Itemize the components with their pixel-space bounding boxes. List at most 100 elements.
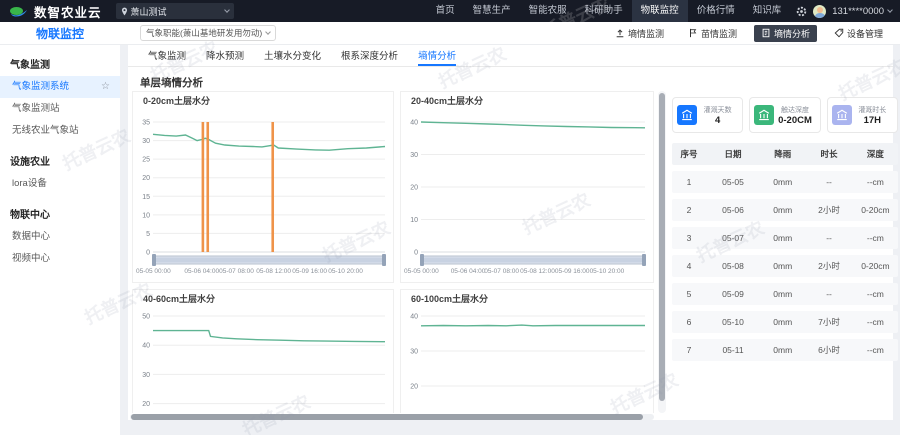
tab-3[interactable]: 土壤水分变化 bbox=[264, 50, 322, 62]
action-button-2[interactable]: 苗情监测 bbox=[681, 25, 744, 42]
tab-2[interactable]: 降水预测 bbox=[206, 50, 245, 62]
sidebar-item-1-3[interactable]: 无线农业气象站 bbox=[0, 120, 120, 142]
topnav-item-1[interactable]: 首页 bbox=[435, 5, 455, 16]
stat-cards: 灌溉天数 4 触达深度 0-20CM 灌溉时长 17H bbox=[672, 97, 898, 133]
table-row: 7 05-11 0mm 6小时 --cm bbox=[672, 339, 898, 361]
table-cell: 0mm bbox=[773, 261, 793, 271]
stat-icon-wrap bbox=[677, 105, 697, 125]
action-button-4[interactable]: 设备管理 bbox=[827, 25, 890, 42]
svg-text:25: 25 bbox=[142, 157, 150, 164]
svg-text:05-05 00:00: 05-05 00:00 bbox=[404, 268, 439, 275]
table-header-cell: 降雨 bbox=[774, 149, 792, 159]
charts-vertical-scrollbar[interactable] bbox=[658, 91, 666, 413]
sidebar-item-3-2[interactable]: 视频中心 bbox=[0, 248, 120, 270]
svg-text:05-09 16:00: 05-09 16:00 bbox=[555, 268, 590, 275]
user-menu[interactable]: 131****0000 bbox=[832, 5, 893, 17]
table-header-cell: 序号 bbox=[680, 149, 698, 159]
device-select[interactable]: 气象职能(萧山基地研发用勿动) bbox=[140, 25, 276, 41]
sidebar-item-1-2[interactable]: 气象监测站 bbox=[0, 98, 120, 120]
sidebar-item-1-1[interactable]: 气象监测系统 ☆ bbox=[0, 76, 120, 98]
table-cell: 0mm bbox=[773, 205, 793, 215]
slider-handle[interactable] bbox=[420, 254, 424, 266]
svg-text:05-10 20:00: 05-10 20:00 bbox=[590, 268, 625, 275]
sidebar-item-2-1[interactable]: lora设备 bbox=[0, 173, 120, 195]
gear-icon[interactable] bbox=[796, 6, 807, 17]
tab-1[interactable]: 气象监测 bbox=[148, 50, 187, 62]
main-panel: 气象监测 降水预测 土壤水分变化 根系深度分析 墒情分析 单层墒情分析 0-20cm土层… bbox=[128, 45, 898, 420]
chart-1: 0-20cm土层水分 0 5 10 15 20 25 30 35 05-05 00:00 05-06… bbox=[132, 91, 394, 283]
svg-text:30: 30 bbox=[410, 349, 418, 356]
svg-text:30: 30 bbox=[410, 152, 418, 159]
module-title: 物联监控 bbox=[35, 26, 84, 41]
table-cell: 05-06 bbox=[722, 205, 744, 215]
svg-text:05-07 08:00: 05-07 08:00 bbox=[484, 268, 519, 275]
svg-text:05-07 08:00: 05-07 08:00 bbox=[219, 268, 254, 275]
table-cell: 0mm bbox=[773, 233, 793, 243]
scrollbar-thumb[interactable] bbox=[659, 93, 665, 401]
sidebar: 气象监测 气象监测系统 ☆ 气象监测站 无线农业气象站 设施农业 lora设备 物联中心 数据中… bbox=[0, 45, 120, 435]
svg-text:40: 40 bbox=[410, 314, 418, 321]
sidebar-item-label: 无线农业气象站 bbox=[12, 125, 79, 136]
slider-handle[interactable] bbox=[152, 254, 156, 266]
datazoom-slider[interactable] bbox=[152, 254, 386, 266]
tab-4[interactable]: 根系深度分析 bbox=[341, 50, 399, 62]
stat-text: 灌溉时长 17H bbox=[852, 105, 893, 126]
device-select-value: 气象职能(萧山基地研发用勿动) bbox=[146, 28, 263, 38]
avatar[interactable] bbox=[813, 4, 827, 18]
svg-text:5: 5 bbox=[146, 231, 150, 238]
action-button-3[interactable]: 墒情分析 bbox=[753, 24, 817, 42]
table-cell: --cm bbox=[866, 317, 884, 327]
action-button-1[interactable]: 墒情监测 bbox=[608, 25, 671, 42]
irrigation-stat-icon bbox=[681, 109, 693, 121]
topnav-item-2[interactable]: 智慧生产 bbox=[472, 5, 511, 16]
action-button-label: 墒情监测 bbox=[627, 28, 664, 39]
scrollbar-thumb[interactable] bbox=[131, 414, 643, 420]
topnav-item-4[interactable]: 科研助手 bbox=[584, 5, 623, 16]
table-cell: 7小时 bbox=[818, 317, 840, 327]
sidebar-section-title-3: 物联中心 bbox=[10, 210, 50, 221]
topnav-item-5[interactable]: 物联监控 bbox=[631, 0, 688, 22]
table-cell: 6 bbox=[686, 317, 692, 327]
top-bar: 数智农业云 萧山测试 首页 智慧生产 智能农服 科研助手 物联监控 价格行情 知识库 131… bbox=[0, 0, 900, 22]
topnav-item-3[interactable]: 智能农服 bbox=[528, 5, 567, 16]
topnav-item-7[interactable]: 知识库 bbox=[752, 5, 782, 16]
topnav-item-6[interactable]: 价格行情 bbox=[696, 5, 735, 16]
table-cell: 0mm bbox=[773, 345, 793, 355]
brand-title: 数智农业云 bbox=[34, 5, 102, 20]
datazoom-slider[interactable] bbox=[420, 254, 646, 266]
sidebar-item-3-1[interactable]: 数据中心 bbox=[0, 226, 120, 248]
soil-moisture-line bbox=[152, 133, 386, 151]
tab-5[interactable]: 墒情分析 bbox=[418, 45, 457, 66]
table-cell: 05-09 bbox=[722, 289, 744, 299]
svg-text:0: 0 bbox=[414, 250, 418, 257]
irrigation-event-bar bbox=[201, 122, 205, 252]
user-phone-label: 131****0000 bbox=[832, 5, 884, 17]
irrigation-event-bar bbox=[271, 122, 275, 252]
location-select[interactable]: 萧山测试 bbox=[115, 3, 234, 19]
slider-handle[interactable] bbox=[382, 254, 386, 266]
svg-text:05-10 20:00: 05-10 20:00 bbox=[328, 268, 363, 275]
tab-bar: 气象监测 降水预测 土壤水分变化 根系深度分析 墒情分析 bbox=[128, 45, 893, 67]
table-cell: 2小时 bbox=[818, 261, 840, 271]
brand-cloud-logo-icon bbox=[8, 5, 28, 18]
svg-text:05-06 04:00: 05-06 04:00 bbox=[184, 268, 219, 275]
table-cell: --cm bbox=[866, 345, 884, 355]
star-icon[interactable]: ☆ bbox=[101, 81, 110, 92]
table-cell: 2小时 bbox=[818, 205, 840, 215]
stat-label: 灌溉天数 bbox=[703, 106, 732, 114]
charts-horizontal-scrollbar[interactable] bbox=[130, 414, 654, 420]
table-cell: 5 bbox=[686, 289, 692, 299]
location-select-value: 萧山测试 bbox=[130, 6, 167, 17]
table-row: 2 05-06 0mm 2小时 0-20cm bbox=[672, 199, 898, 221]
chevron-down-icon bbox=[265, 29, 271, 35]
table-cell: 05-11 bbox=[722, 345, 744, 355]
chevron-down-icon bbox=[223, 7, 230, 13]
slider-handle[interactable] bbox=[642, 254, 646, 266]
irrigation-event-bar bbox=[206, 122, 210, 252]
table-cell: 05-05 bbox=[722, 177, 744, 187]
